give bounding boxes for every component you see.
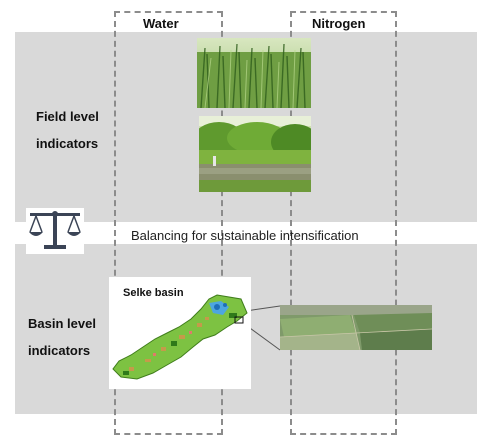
aerial-farmland-photo [280,305,432,350]
selke-basin-map: Selke basin [109,277,251,389]
